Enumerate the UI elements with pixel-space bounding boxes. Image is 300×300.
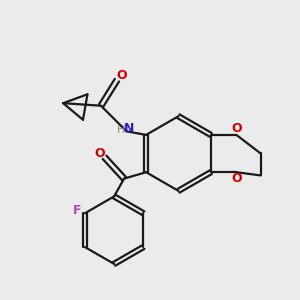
Text: H: H xyxy=(117,125,125,135)
Text: O: O xyxy=(231,122,242,135)
Text: O: O xyxy=(116,69,127,82)
Text: N: N xyxy=(124,122,134,135)
Text: F: F xyxy=(73,204,81,217)
Text: O: O xyxy=(94,146,104,160)
Text: O: O xyxy=(231,172,242,185)
